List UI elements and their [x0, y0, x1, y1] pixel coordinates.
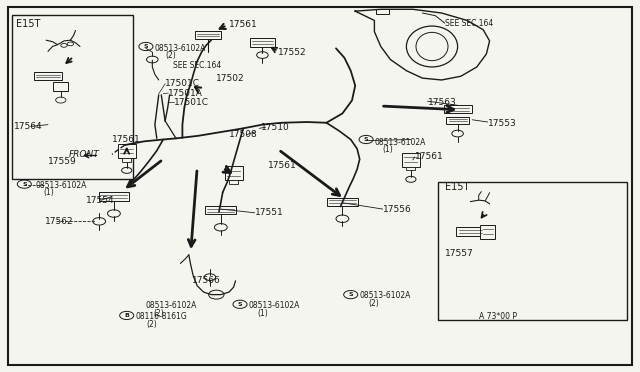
Bar: [99, 192, 129, 201]
Text: 17561: 17561: [268, 161, 296, 170]
Text: 08513-6102A: 08513-6102A: [146, 301, 197, 310]
Bar: [225, 166, 243, 180]
Text: S: S: [364, 137, 369, 142]
Bar: [34, 72, 62, 80]
Text: 17561: 17561: [415, 153, 444, 161]
Bar: [122, 158, 131, 162]
Text: 17557: 17557: [445, 249, 474, 258]
Bar: [402, 153, 420, 167]
Text: 17564: 17564: [14, 122, 43, 131]
Bar: [480, 225, 495, 239]
Text: 17553: 17553: [488, 119, 516, 128]
Text: 17566: 17566: [192, 276, 221, 285]
Text: (2): (2): [368, 299, 379, 308]
Text: 08513-6102A: 08513-6102A: [35, 181, 86, 190]
Bar: [376, 9, 389, 14]
Bar: [53, 82, 68, 91]
Text: 08513-6102A: 08513-6102A: [248, 301, 300, 310]
Text: 17552: 17552: [278, 48, 307, 57]
Text: S: S: [348, 292, 353, 297]
Bar: [195, 31, 221, 39]
Text: 17561: 17561: [112, 135, 141, 144]
Text: (2): (2): [146, 320, 157, 329]
Text: SEE SEC.164: SEE SEC.164: [173, 61, 221, 70]
Bar: [229, 180, 238, 184]
Text: B: B: [124, 313, 129, 318]
Text: SEE SEC.164: SEE SEC.164: [445, 19, 493, 28]
Text: (1): (1): [44, 188, 54, 197]
Text: A 73*00 P: A 73*00 P: [479, 312, 516, 321]
Text: 08513-6102A: 08513-6102A: [359, 291, 410, 300]
Text: S: S: [22, 182, 27, 187]
Text: 17559: 17559: [48, 157, 77, 166]
Text: S: S: [143, 44, 148, 49]
Bar: [406, 167, 415, 170]
Bar: [250, 38, 275, 46]
Text: 17563: 17563: [428, 98, 456, 107]
Text: 17510: 17510: [261, 123, 290, 132]
Bar: [12, 15, 133, 179]
Text: 08513-6102A: 08513-6102A: [374, 138, 426, 147]
Text: 17561: 17561: [229, 20, 258, 29]
Text: E15T: E15T: [445, 182, 469, 192]
Text: 08116-8161G: 08116-8161G: [135, 312, 187, 321]
Text: 17502: 17502: [216, 74, 245, 83]
Text: 08513-6102A: 08513-6102A: [154, 44, 205, 53]
Text: (2): (2): [154, 309, 164, 318]
Text: (1): (1): [383, 145, 394, 154]
Text: E15T: E15T: [16, 19, 40, 29]
Text: 17554: 17554: [86, 196, 115, 205]
Bar: [205, 206, 236, 214]
Text: S: S: [237, 302, 243, 307]
Text: (2): (2): [165, 51, 176, 60]
Text: 17501C: 17501C: [165, 79, 200, 88]
Text: 17501A: 17501A: [168, 89, 203, 97]
Bar: [327, 198, 358, 206]
Text: (1): (1): [257, 309, 268, 318]
Bar: [444, 105, 472, 113]
Bar: [438, 182, 627, 320]
Text: 17556: 17556: [383, 205, 412, 214]
Text: 17501C: 17501C: [174, 98, 209, 107]
Text: 17508: 17508: [229, 130, 258, 139]
Text: 17551: 17551: [255, 208, 284, 217]
Bar: [118, 144, 136, 158]
Text: 17562: 17562: [45, 217, 74, 226]
Bar: [446, 117, 469, 124]
Bar: [456, 227, 484, 236]
Text: FRONT: FRONT: [69, 150, 100, 159]
